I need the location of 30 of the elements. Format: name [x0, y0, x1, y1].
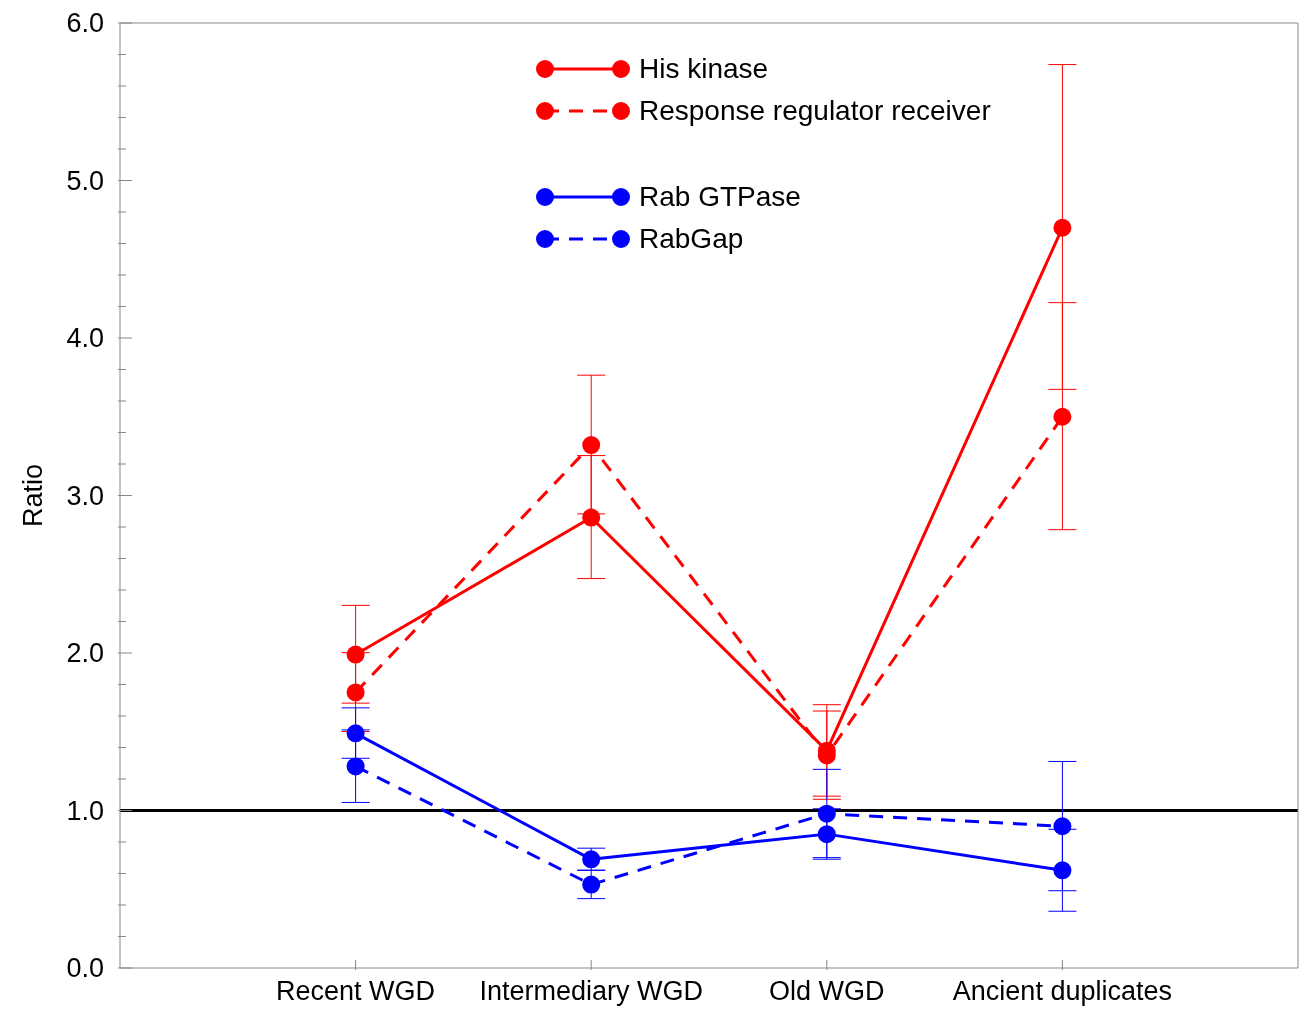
legend-label: Rab GTPase — [639, 181, 801, 213]
point — [1053, 218, 1072, 237]
point — [582, 850, 601, 869]
y-tick-label: 6.0 — [66, 8, 104, 38]
point — [817, 825, 836, 844]
point — [1053, 407, 1072, 426]
y-tick-label: 4.0 — [66, 323, 104, 353]
point — [582, 436, 601, 455]
x-tick-label: Ancient duplicates — [952, 976, 1172, 1006]
x-tick-label: Old WGD — [769, 976, 885, 1006]
legend-label: His kinase — [639, 53, 769, 85]
y-tick-label: 2.0 — [66, 638, 104, 668]
point — [346, 645, 365, 664]
point — [1053, 817, 1072, 836]
y-tick-label: 0.0 — [66, 953, 104, 983]
point — [346, 683, 365, 702]
x-tick-label: Intermediary WGD — [479, 976, 703, 1006]
point — [346, 757, 365, 776]
y-tick-label: 1.0 — [66, 795, 104, 826]
y-axis-title: Ratio — [17, 463, 48, 528]
legend-label: RabGap — [639, 223, 744, 255]
point — [582, 508, 601, 527]
point — [817, 804, 836, 823]
point — [582, 875, 601, 894]
y-tick-label: 5.0 — [66, 165, 104, 196]
point — [1053, 861, 1072, 880]
x-tick-label: Recent WGD — [276, 976, 436, 1006]
legend-label: Response regulator receiver — [639, 95, 991, 127]
y-tick-label: 3.0 — [66, 480, 104, 511]
point — [346, 724, 365, 743]
